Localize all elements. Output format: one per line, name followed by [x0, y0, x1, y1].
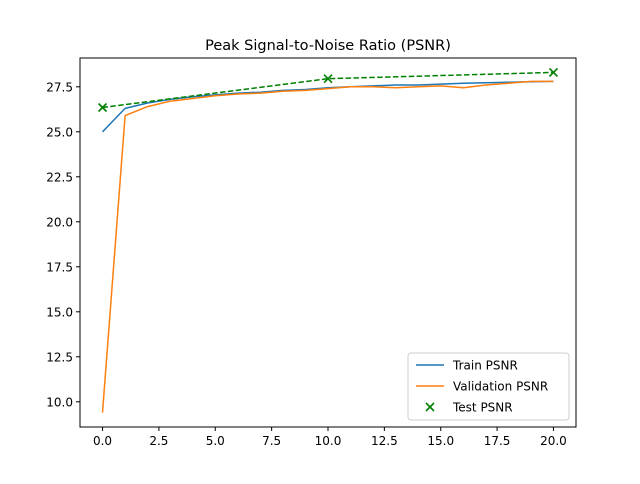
legend-label-test-psnr: Test PSNR	[452, 401, 513, 415]
y-tick-label: 15.0	[46, 305, 73, 319]
legend-label-train-psnr: Train PSNR	[452, 359, 518, 373]
legend-swatch-test-psnr	[425, 402, 435, 412]
legend-label-validation-psnr: Validation PSNR	[453, 380, 548, 394]
test-psnr-point	[548, 67, 559, 77]
x-marker-stroke	[548, 67, 559, 77]
x-tick-label: 20.0	[540, 434, 567, 448]
y-tick-label: 22.5	[46, 170, 73, 184]
y-tick-label: 10.0	[46, 395, 73, 409]
chart-title: Peak Signal-to-Noise Ratio (PSNR)	[205, 38, 451, 54]
x-tick-label: 7.5	[262, 434, 281, 448]
test-psnr-dashed-line	[102, 71, 554, 109]
legend: Train PSNR Validation PSNR Test PSNR	[407, 352, 570, 421]
test-psnr-point	[323, 74, 333, 84]
y-tick-label: 20.0	[46, 215, 73, 229]
y-tick-label: 27.5	[46, 80, 73, 94]
validation-psnr-line	[101, 80, 554, 413]
legend-box	[407, 352, 570, 421]
plot-area	[97, 67, 559, 413]
x-tick-label: 5.0	[206, 434, 225, 448]
x-marker-stroke	[425, 402, 435, 412]
x-tick-label: 10.0	[315, 434, 342, 448]
axis-ticks: 0.0 2.5 5.0 7.5 10.0 12.5 15.0 17.5 20.0 10.0 12.5…	[46, 80, 567, 448]
x-tick-label: 12.5	[371, 434, 398, 448]
y-tick-label: 17.5	[46, 260, 73, 274]
y-tick-label: 12.5	[46, 350, 73, 364]
x-marker-stroke	[323, 74, 333, 84]
test-psnr-point	[97, 102, 108, 113]
x-tick-label: 2.5	[149, 434, 168, 448]
x-tick-label: 0.0	[93, 434, 112, 448]
y-tick-label: 25.0	[46, 125, 73, 139]
x-marker-stroke	[97, 102, 108, 113]
x-tick-label: 15.0	[427, 434, 454, 448]
x-tick-label: 17.5	[484, 434, 511, 448]
